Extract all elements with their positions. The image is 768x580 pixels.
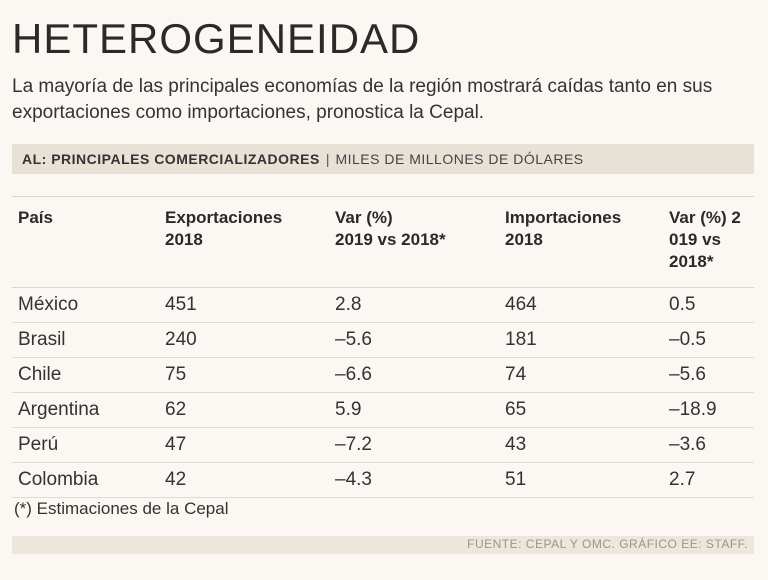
- table-row: Argentina 62 5.9 65 –18.9: [12, 392, 754, 428]
- cell-exportaciones: 42: [159, 462, 329, 498]
- table-caption-bar: AL: PRINCIPALES COMERCIALIZADORES | MILE…: [12, 144, 754, 174]
- table-row: Brasil 240 –5.6 181 –0.5: [12, 322, 754, 358]
- cell-exportaciones: 62: [159, 392, 329, 428]
- cell-var-importaciones: –5.6: [663, 357, 754, 393]
- cell-pais: Chile: [12, 357, 159, 393]
- table-row: Perú 47 –7.2 43 –3.6: [12, 427, 754, 463]
- data-table: País Exportaciones 2018 Var (%) 2019 vs 20…: [12, 196, 754, 498]
- header-var-importaciones: Var (%) 2 019 vs 2018*: [663, 196, 754, 288]
- header-importaciones: Importaciones 2018: [499, 196, 663, 288]
- cell-var-exportaciones: –7.2: [329, 427, 499, 463]
- footnote: (*) Estimaciones de la Cepal: [14, 499, 229, 518]
- cell-var-importaciones: 2.7: [663, 462, 754, 498]
- cell-var-importaciones: –3.6: [663, 427, 754, 463]
- header-var-exportaciones: Var (%) 2019 vs 2018*: [329, 196, 499, 288]
- cell-var-exportaciones: –4.3: [329, 462, 499, 498]
- cell-importaciones: 43: [499, 427, 663, 463]
- table-row: Colombia 42 –4.3 51 2.7: [12, 462, 754, 498]
- chart-title: HETEROGENEIDAD: [12, 15, 421, 62]
- table-caption-units: MILES DE MILLONES DE DÓLARES: [335, 151, 584, 167]
- table-header-row: País Exportaciones 2018 Var (%) 2019 vs 20…: [12, 196, 754, 288]
- cell-importaciones: 51: [499, 462, 663, 498]
- cell-pais: Brasil: [12, 322, 159, 358]
- table-row: Chile 75 –6.6 74 –5.6: [12, 357, 754, 393]
- table-caption-title: AL: PRINCIPALES COMERCIALIZADORES: [22, 151, 320, 167]
- caption-separator: |: [325, 151, 330, 167]
- chart-subtitle: La mayoría de las principales economías …: [12, 76, 713, 123]
- header-exportaciones: Exportaciones 2018: [159, 196, 329, 288]
- source-footer: FUENTE: CEPAL Y OMC. GRÁFICO EE: STAFF.: [12, 536, 754, 554]
- cell-exportaciones: 47: [159, 427, 329, 463]
- cell-pais: Argentina: [12, 392, 159, 428]
- cell-importaciones: 464: [499, 287, 663, 323]
- cell-pais: Perú: [12, 427, 159, 463]
- cell-var-exportaciones: –6.6: [329, 357, 499, 393]
- cell-exportaciones: 451: [159, 287, 329, 323]
- cell-importaciones: 74: [499, 357, 663, 393]
- cell-var-importaciones: –0.5: [663, 322, 754, 358]
- cell-pais: México: [12, 287, 159, 323]
- cell-var-importaciones: 0.5: [663, 287, 754, 323]
- cell-importaciones: 181: [499, 322, 663, 358]
- cell-var-exportaciones: –5.6: [329, 322, 499, 358]
- cell-exportaciones: 240: [159, 322, 329, 358]
- source-credit: FUENTE: CEPAL Y OMC. GRÁFICO EE: STAFF.: [467, 537, 748, 551]
- cell-exportaciones: 75: [159, 357, 329, 393]
- table-row: México 451 2.8 464 0.5: [12, 287, 754, 323]
- cell-var-exportaciones: 2.8: [329, 287, 499, 323]
- cell-var-importaciones: –18.9: [663, 392, 754, 428]
- header-pais: País: [12, 196, 159, 288]
- cell-importaciones: 65: [499, 392, 663, 428]
- cell-var-exportaciones: 5.9: [329, 392, 499, 428]
- cell-pais: Colombia: [12, 462, 159, 498]
